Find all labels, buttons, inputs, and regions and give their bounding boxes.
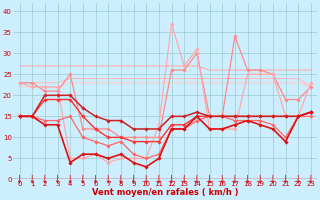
X-axis label: Vent moyen/en rafales ( km/h ): Vent moyen/en rafales ( km/h ) (92, 188, 238, 197)
